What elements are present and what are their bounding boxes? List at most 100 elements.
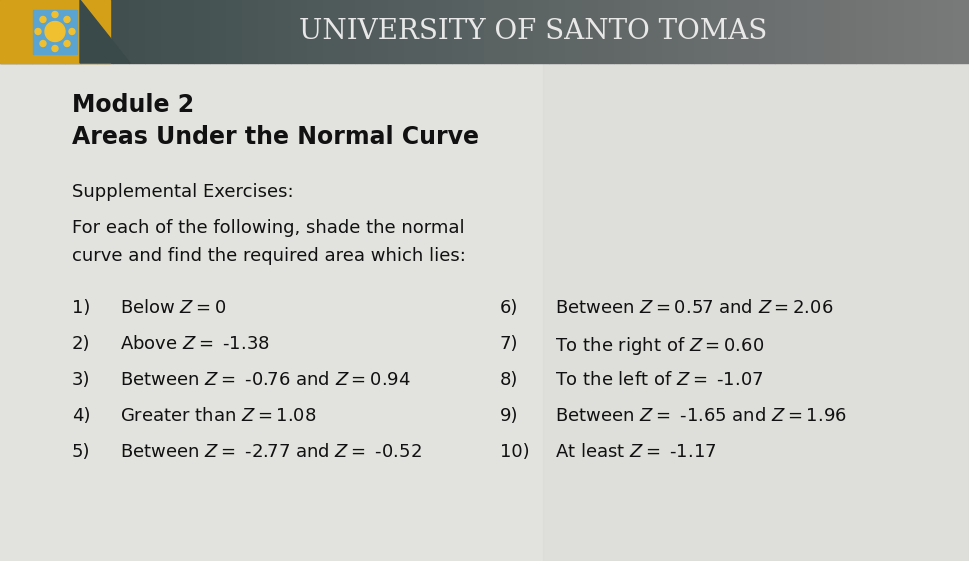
Bar: [404, 0, 420, 63]
Text: For each of the following, shade the normal: For each of the following, shade the nor…: [72, 219, 464, 237]
Bar: [420, 0, 436, 63]
Circle shape: [40, 16, 46, 22]
Bar: [678, 0, 695, 63]
Bar: [743, 0, 759, 63]
Text: Supplemental Exercises:: Supplemental Exercises:: [72, 183, 294, 201]
Bar: [194, 0, 210, 63]
Bar: [145, 0, 162, 63]
Bar: [630, 0, 646, 63]
Circle shape: [52, 11, 58, 17]
Text: 10): 10): [500, 443, 530, 461]
Bar: [356, 0, 371, 63]
Circle shape: [64, 40, 70, 47]
Circle shape: [35, 29, 41, 34]
Bar: [598, 0, 613, 63]
Text: 4): 4): [72, 407, 90, 425]
Bar: [177, 0, 194, 63]
Bar: [48, 0, 65, 63]
Bar: [565, 0, 581, 63]
Text: Between $Z$$=$0.57 and $Z$$=$2.06: Between $Z$$=$0.57 and $Z$$=$2.06: [555, 299, 833, 317]
Text: 2): 2): [72, 335, 90, 353]
Bar: [0, 0, 16, 63]
Bar: [0, 63, 969, 561]
Text: Greater than $Z$$=$1.08: Greater than $Z$$=$1.08: [120, 407, 317, 425]
Text: Below $Z$$=$0: Below $Z$$=$0: [120, 299, 227, 317]
Bar: [32, 0, 48, 63]
Text: 8): 8): [500, 371, 518, 389]
Bar: [16, 0, 32, 63]
Bar: [807, 0, 824, 63]
Bar: [549, 0, 565, 63]
Bar: [646, 0, 662, 63]
Text: 6): 6): [500, 299, 518, 317]
Text: 3): 3): [72, 371, 90, 389]
Bar: [792, 0, 807, 63]
Text: 1): 1): [72, 299, 90, 317]
Text: Module 2: Module 2: [72, 93, 194, 117]
Bar: [501, 0, 516, 63]
Bar: [226, 0, 242, 63]
Circle shape: [52, 45, 58, 52]
Bar: [533, 0, 549, 63]
Bar: [371, 0, 388, 63]
Circle shape: [69, 29, 75, 34]
Bar: [840, 0, 856, 63]
Bar: [824, 0, 840, 63]
Bar: [291, 0, 307, 63]
Text: Above $Z$$=$ -1.38: Above $Z$$=$ -1.38: [120, 335, 269, 353]
Bar: [80, 0, 97, 63]
Bar: [904, 0, 921, 63]
Bar: [210, 0, 226, 63]
Bar: [65, 0, 80, 63]
Bar: [856, 0, 872, 63]
Bar: [695, 0, 710, 63]
Bar: [543, 63, 969, 561]
Bar: [323, 0, 339, 63]
Bar: [889, 0, 904, 63]
Circle shape: [45, 21, 65, 42]
Bar: [97, 0, 113, 63]
Bar: [453, 0, 468, 63]
Bar: [937, 0, 953, 63]
Text: Between $Z$$=$ -0.76 and $Z$$=$0.94: Between $Z$$=$ -0.76 and $Z$$=$0.94: [120, 371, 411, 389]
Bar: [921, 0, 937, 63]
Text: 7): 7): [500, 335, 518, 353]
Bar: [759, 0, 775, 63]
Bar: [242, 0, 259, 63]
Text: UNIVERSITY OF SANTO TOMAS: UNIVERSITY OF SANTO TOMAS: [298, 18, 767, 45]
Bar: [662, 0, 678, 63]
Text: Between $Z$$=$ -2.77 and $Z$$=$ -0.52: Between $Z$$=$ -2.77 and $Z$$=$ -0.52: [120, 443, 422, 461]
Bar: [0, 0, 110, 63]
Bar: [710, 0, 727, 63]
Bar: [307, 0, 323, 63]
Bar: [33, 10, 77, 53]
Bar: [484, 0, 501, 63]
Text: 5): 5): [72, 443, 90, 461]
Bar: [516, 0, 533, 63]
Bar: [162, 0, 177, 63]
Text: At least $Z$$=$ -1.17: At least $Z$$=$ -1.17: [555, 443, 717, 461]
Bar: [953, 0, 969, 63]
Circle shape: [40, 40, 46, 47]
Bar: [872, 0, 889, 63]
Text: Between $Z$$=$ -1.65 and $Z$$=$1.96: Between $Z$$=$ -1.65 and $Z$$=$1.96: [555, 407, 847, 425]
Bar: [613, 0, 630, 63]
Bar: [339, 0, 356, 63]
Text: curve and find the required area which lies:: curve and find the required area which l…: [72, 247, 466, 265]
Bar: [274, 0, 291, 63]
Text: To the left of $Z$$=$ -1.07: To the left of $Z$$=$ -1.07: [555, 371, 764, 389]
Bar: [129, 0, 145, 63]
Text: 9): 9): [500, 407, 518, 425]
Text: To the right of $Z$$=$0.60: To the right of $Z$$=$0.60: [555, 335, 765, 357]
Bar: [388, 0, 404, 63]
Text: Areas Under the Normal Curve: Areas Under the Normal Curve: [72, 125, 479, 149]
Bar: [259, 0, 274, 63]
Bar: [775, 0, 792, 63]
Bar: [436, 0, 453, 63]
Bar: [113, 0, 129, 63]
Bar: [468, 0, 484, 63]
Bar: [727, 0, 743, 63]
Polygon shape: [80, 0, 130, 63]
Circle shape: [64, 16, 70, 22]
Bar: [581, 0, 598, 63]
